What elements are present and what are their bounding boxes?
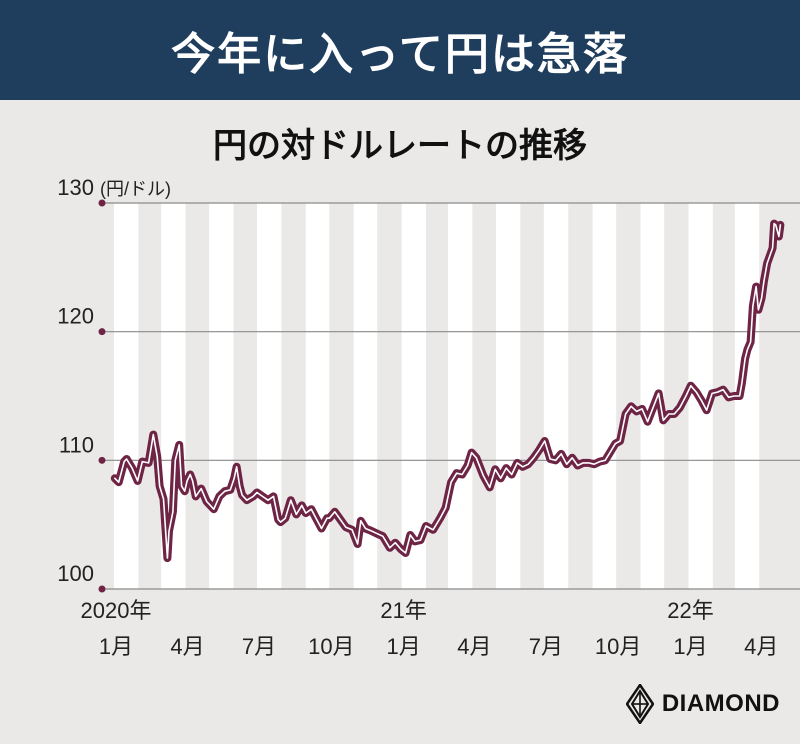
month-band [353, 203, 378, 589]
y-tick-label: 120 [57, 304, 94, 329]
x-tick-year: 22年 [667, 598, 713, 623]
x-tick-year: 2020年 [81, 598, 152, 623]
gridlines [102, 202, 800, 590]
x-tick-month: 4月 [744, 634, 778, 659]
month-band [495, 203, 521, 589]
x-tick-year: 21年 [380, 598, 426, 623]
month-band [592, 203, 617, 589]
x-tick-month: 10月 [595, 634, 641, 659]
y-tick-dot [98, 328, 106, 336]
y-tick-dot [98, 199, 106, 207]
y-tick-label: 110 [59, 432, 94, 457]
month-band [401, 203, 426, 589]
y-tick-dot [98, 456, 106, 464]
x-tick-month: 4月 [170, 634, 204, 659]
chart-title: 円の対ドルレートの推移 [213, 126, 587, 166]
diamond-logo-icon [625, 684, 654, 724]
y-axis-ticks: 100 110 120 130 (円/ドル) [57, 175, 171, 593]
x-tick-month: 4月 [457, 634, 491, 659]
month-band [257, 203, 282, 589]
month-band [640, 203, 665, 589]
y-tick-dot [98, 585, 106, 593]
month-band [114, 203, 139, 589]
x-tick-month: 1月 [387, 634, 421, 659]
header-title: 今年に入って円は急落 [171, 29, 629, 80]
brand-logo: DIAMOND [625, 684, 780, 724]
header-banner: 今年に入って円は急落 [0, 0, 800, 100]
x-tick-month: 1月 [99, 634, 133, 659]
x-tick-month: 1月 [673, 634, 707, 659]
month-band [209, 203, 234, 589]
x-axis-ticks: 2020年 1月 4月 7月 10月 21年 1月 4月 7月 10月 22年 1月 4月 [81, 598, 779, 659]
month-band [448, 203, 473, 589]
y-tick-label: 100 [57, 561, 94, 586]
y-axis-unit: (円/ドル) [100, 179, 171, 199]
brand-name: DIAMOND [661, 690, 780, 717]
y-tick-label: 130 [57, 175, 94, 200]
x-tick-month: 7月 [242, 634, 276, 659]
series-line-highlight [114, 222, 782, 559]
month-band [305, 203, 330, 589]
x-tick-month: 10月 [308, 634, 354, 659]
series-group [110, 219, 785, 563]
month-band [543, 203, 569, 589]
x-tick-month: 7月 [529, 634, 563, 659]
